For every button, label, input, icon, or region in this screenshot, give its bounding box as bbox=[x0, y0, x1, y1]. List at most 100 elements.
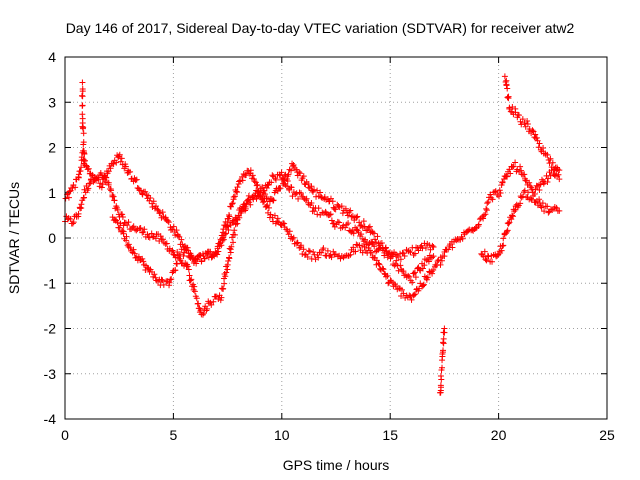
data-point bbox=[445, 246, 452, 253]
data-point bbox=[498, 247, 505, 254]
data-point bbox=[398, 286, 405, 293]
data-point bbox=[489, 196, 496, 203]
data-point bbox=[78, 201, 85, 208]
data-point bbox=[526, 125, 533, 132]
data-point bbox=[243, 200, 250, 207]
data-point bbox=[353, 241, 360, 248]
data-point bbox=[274, 188, 281, 195]
data-point bbox=[175, 232, 182, 239]
data-point bbox=[234, 216, 241, 223]
data-point bbox=[109, 160, 116, 167]
data-point bbox=[342, 205, 349, 212]
data-point bbox=[147, 195, 154, 202]
data-point bbox=[494, 252, 501, 259]
data-point bbox=[308, 200, 315, 207]
data-point bbox=[320, 245, 327, 252]
data-point bbox=[454, 235, 461, 242]
data-point bbox=[308, 183, 315, 190]
data-point bbox=[511, 208, 518, 215]
data-point bbox=[226, 213, 233, 220]
data-point bbox=[80, 195, 87, 202]
data-point bbox=[315, 193, 322, 200]
data-point bbox=[133, 176, 140, 183]
data-point bbox=[372, 236, 379, 243]
data-point bbox=[518, 167, 525, 174]
data-point bbox=[505, 95, 512, 102]
data-point bbox=[157, 210, 164, 217]
data-point bbox=[113, 159, 120, 166]
data-point bbox=[172, 232, 179, 239]
data-point bbox=[305, 247, 312, 254]
data-point bbox=[336, 219, 343, 226]
data-point bbox=[524, 118, 531, 125]
data-point bbox=[142, 188, 149, 195]
data-point bbox=[499, 242, 506, 249]
data-point bbox=[130, 246, 137, 253]
data-point bbox=[222, 273, 229, 280]
data-point bbox=[549, 159, 556, 166]
data-point bbox=[388, 253, 395, 260]
data-point bbox=[555, 171, 562, 178]
data-point bbox=[556, 167, 563, 174]
data-point bbox=[423, 276, 430, 283]
data-point bbox=[392, 282, 399, 289]
data-point bbox=[354, 213, 361, 220]
data-point bbox=[400, 290, 407, 297]
data-point bbox=[84, 166, 91, 173]
data-point bbox=[378, 240, 385, 247]
data-point bbox=[124, 222, 131, 229]
data-point bbox=[151, 271, 158, 278]
data-point bbox=[146, 234, 153, 241]
data-point bbox=[371, 243, 378, 250]
data-point bbox=[80, 130, 87, 137]
data-point bbox=[295, 195, 302, 202]
data-point bbox=[510, 213, 517, 220]
data-point bbox=[116, 224, 123, 231]
data-point bbox=[103, 174, 110, 181]
data-point bbox=[285, 171, 292, 178]
data-point bbox=[85, 185, 92, 192]
data-point bbox=[437, 261, 444, 268]
data-point bbox=[504, 173, 511, 180]
data-point bbox=[421, 262, 428, 269]
data-point bbox=[376, 261, 383, 268]
data-point bbox=[532, 186, 539, 193]
data-point bbox=[224, 261, 231, 268]
x-tick-label: 25 bbox=[599, 427, 615, 443]
data-point bbox=[231, 227, 238, 234]
data-point bbox=[517, 163, 524, 170]
data-point bbox=[67, 216, 74, 223]
data-point bbox=[99, 181, 106, 188]
data-point bbox=[168, 248, 175, 255]
data-point bbox=[317, 189, 324, 196]
data-point bbox=[180, 253, 187, 260]
data-point bbox=[166, 279, 173, 286]
data-point bbox=[277, 185, 284, 192]
data-point bbox=[278, 169, 285, 176]
data-point bbox=[251, 178, 258, 185]
data-point bbox=[167, 276, 174, 283]
data-point bbox=[257, 189, 264, 196]
data-point bbox=[544, 203, 551, 210]
data-point bbox=[348, 213, 355, 220]
data-point bbox=[154, 206, 161, 213]
series-track-3 bbox=[109, 188, 448, 318]
data-point bbox=[98, 184, 105, 191]
data-point bbox=[152, 274, 159, 281]
data-point bbox=[272, 176, 279, 183]
data-point bbox=[407, 249, 414, 256]
data-point bbox=[62, 195, 69, 202]
data-point bbox=[198, 258, 205, 265]
data-point bbox=[345, 220, 352, 227]
data-point bbox=[253, 182, 260, 189]
data-point bbox=[496, 187, 503, 194]
data-point bbox=[509, 212, 516, 219]
data-point bbox=[120, 228, 127, 235]
data-point bbox=[204, 305, 211, 312]
data-point bbox=[188, 276, 195, 283]
data-point bbox=[440, 339, 447, 346]
data-point bbox=[157, 233, 164, 240]
data-point bbox=[449, 244, 456, 251]
data-point bbox=[160, 281, 167, 288]
